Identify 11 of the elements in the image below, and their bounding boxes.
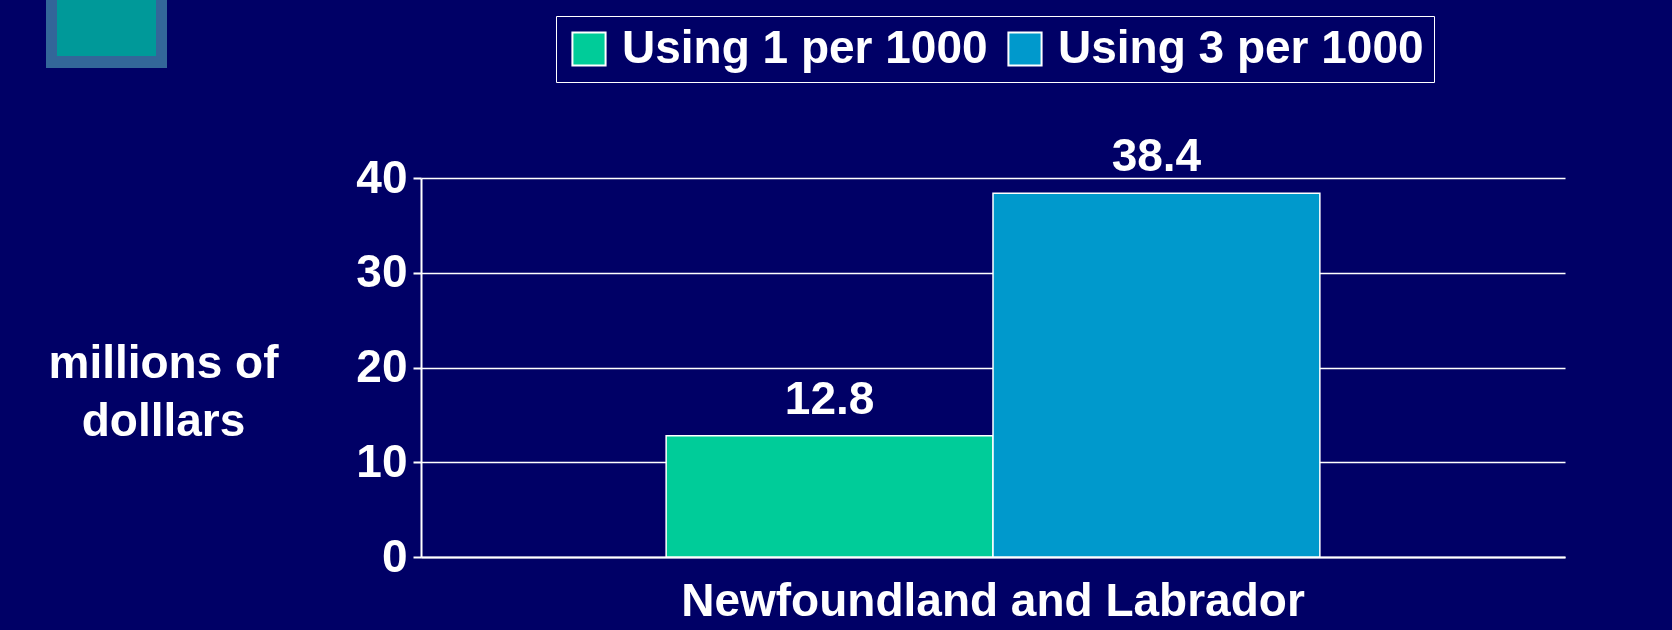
legend-label: Using 3 per 1000 xyxy=(1058,21,1424,73)
y-tick-label: 20 xyxy=(356,340,408,392)
legend-label: Using 1 per 1000 xyxy=(622,21,988,73)
y-tick-label: 0 xyxy=(381,529,408,582)
x-tick-label: Newfoundland and Labrador xyxy=(681,573,1305,626)
data-label: 38.4 xyxy=(1111,129,1202,182)
y-tick-label: 40 xyxy=(356,150,408,203)
y-tick-label: 10 xyxy=(356,434,408,487)
y-axis-title: millions of dolllars xyxy=(48,335,280,446)
data-label: 12.8 xyxy=(784,371,875,424)
y-tick-label: 30 xyxy=(356,245,408,298)
